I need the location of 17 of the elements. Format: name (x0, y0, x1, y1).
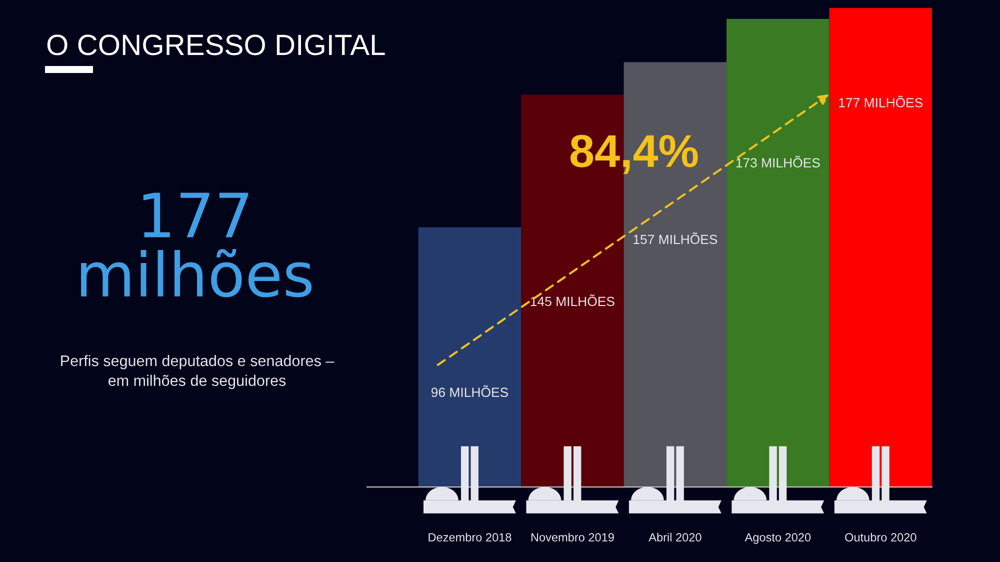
text: Perfis seguem deputados e senadores – em milhões de seguidores (61, 354, 334, 390)
bar (829, 8, 932, 487)
bar (418, 227, 522, 487)
data-label: 145 MILHÕES (530, 294, 614, 306)
x-tick-label: Outubro 2020 (845, 532, 916, 542)
data-label: 157 MILHÕES (634, 232, 718, 244)
x-tick-label: Dezembro 2018 (428, 532, 512, 542)
text: 177 milhões (81, 192, 312, 298)
x-tick-label: Abril 2020 (648, 532, 702, 542)
data-label: 173 MILHÕES (736, 156, 820, 168)
annotation: 84,4% (570, 134, 698, 174)
text: O CONGRESSO DIGITAL (47, 34, 385, 56)
data-label: 177 MILHÕES (839, 96, 923, 108)
data-label: 96 MILHÕES (431, 385, 508, 398)
x-tick-label: Novembro 2019 (531, 532, 614, 542)
x-tick-label: Agosto 2020 (744, 533, 811, 544)
bar (726, 18, 830, 487)
